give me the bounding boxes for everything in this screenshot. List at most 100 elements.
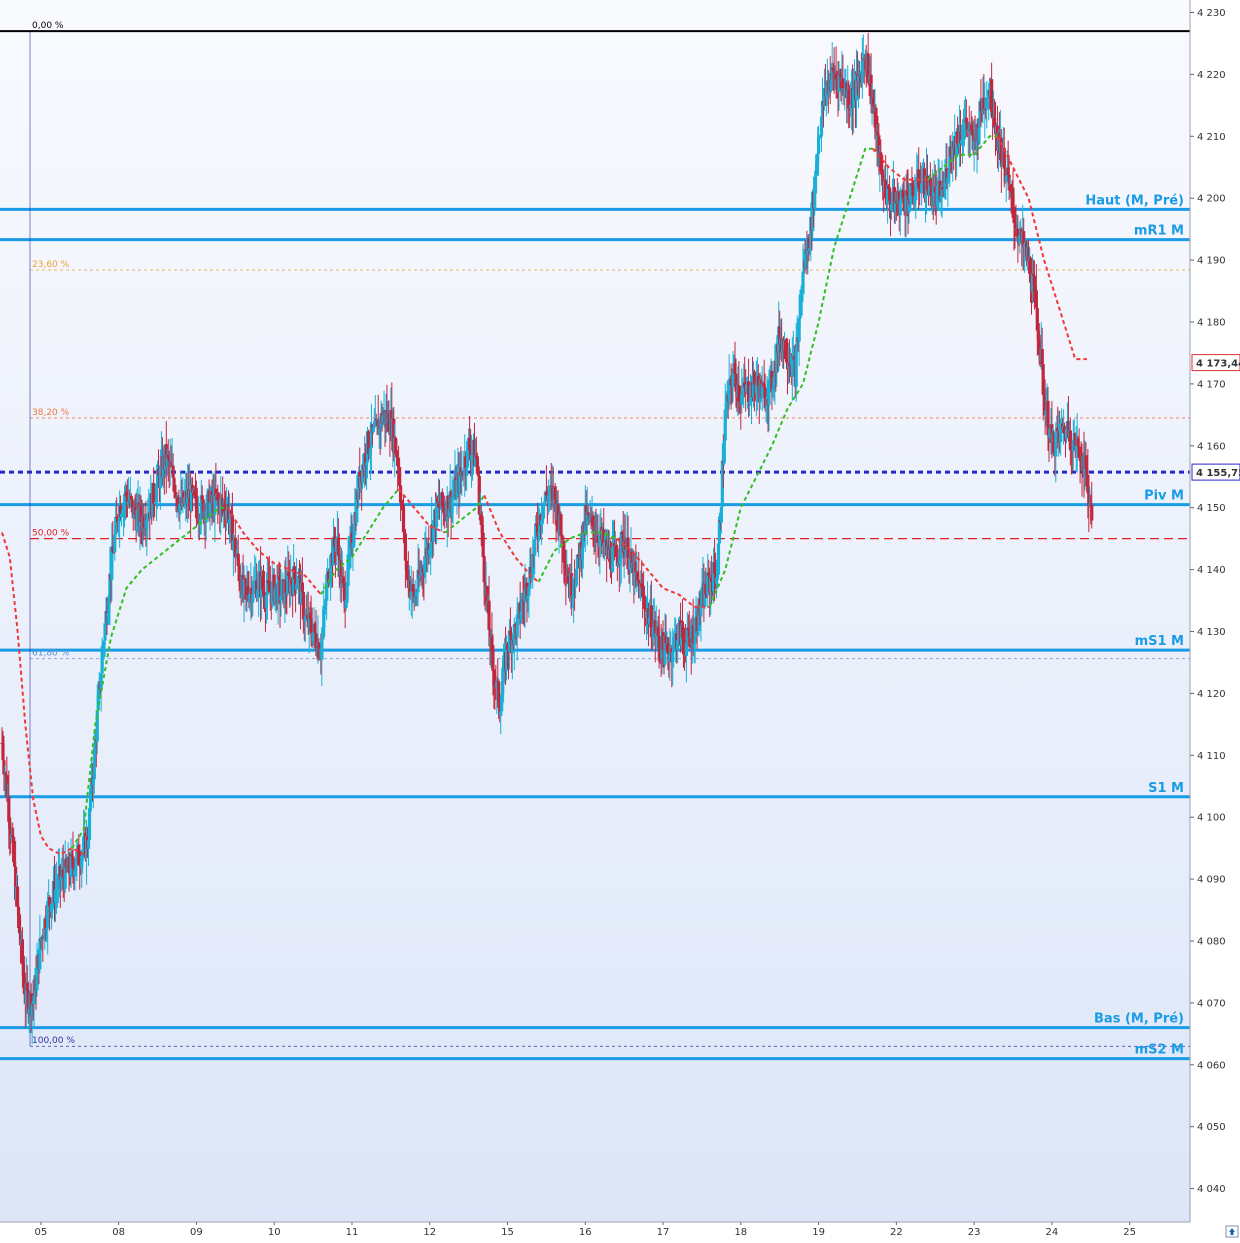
candle-body (703, 584, 707, 607)
candle-body (75, 851, 79, 866)
candle-body (740, 393, 744, 405)
pivot-level-label: Bas (M, Pré) (1094, 1012, 1184, 1027)
candle-body (521, 599, 525, 601)
candle-body (201, 499, 205, 520)
candle-body (681, 637, 686, 641)
candle-body (30, 1003, 34, 1017)
y-tick-label: 4 140 (1197, 565, 1226, 576)
candle-body (228, 510, 233, 520)
candle-body (512, 624, 516, 646)
candle-body (672, 637, 676, 652)
candle-body (416, 569, 420, 593)
candle-body (1032, 275, 1037, 286)
candle-body (914, 191, 918, 197)
candle-body (562, 540, 566, 563)
candle-body (86, 840, 91, 849)
candle-body (804, 249, 808, 268)
candle-body (615, 556, 619, 567)
candle-body (534, 523, 538, 540)
candle-body (831, 67, 835, 71)
candle-body (464, 456, 468, 469)
candle-body (1026, 247, 1031, 261)
candle-body (567, 582, 571, 584)
candle-body (933, 186, 937, 193)
moving-average-line (1, 532, 85, 856)
candle-body (64, 858, 68, 868)
candle-body (778, 326, 782, 344)
candle-body (647, 617, 652, 625)
candle-body (74, 865, 78, 870)
candle-body (374, 418, 378, 421)
candle-body (1042, 394, 1046, 398)
candle-body (99, 673, 103, 689)
candle-body (519, 611, 523, 619)
candle-body (474, 455, 478, 459)
candle-body (155, 469, 160, 485)
candle-body (447, 509, 451, 517)
candle-body (146, 518, 150, 521)
x-tick-label: 09 (190, 1227, 203, 1238)
x-tick-label: 22 (890, 1227, 903, 1238)
candle-body (300, 582, 304, 592)
candle-body (272, 574, 276, 602)
candle-body (508, 630, 513, 636)
candle-body (767, 379, 771, 405)
price-tag-box (1191, 463, 1240, 481)
candle-body (738, 401, 742, 403)
candle-body (1043, 397, 1047, 416)
candle-body (972, 139, 976, 150)
candle-body (1003, 168, 1007, 182)
candle-body (539, 520, 544, 526)
candle-body (73, 869, 77, 877)
candle-body (800, 289, 804, 291)
candle-body (731, 370, 735, 388)
candle-body (59, 876, 63, 881)
candle-body (352, 535, 356, 543)
y-tick-label: 4 150 (1197, 503, 1226, 514)
candle-body (262, 592, 267, 603)
y-tick-label: 4 100 (1197, 813, 1226, 824)
candle-body (1006, 167, 1010, 175)
candle-body (243, 578, 247, 580)
candle-body (990, 79, 994, 112)
candle-body (42, 938, 46, 941)
scroll-icon[interactable] (1225, 1225, 1239, 1238)
candle-body (737, 385, 741, 402)
candle-body (1036, 330, 1040, 341)
candle-body (342, 583, 346, 593)
candle-body (571, 595, 575, 598)
candle-body (910, 183, 914, 186)
candle-body (224, 510, 229, 520)
candle-body (35, 966, 39, 991)
candle-body (174, 492, 178, 499)
candle-body (814, 175, 818, 177)
candle-body (435, 498, 440, 504)
candle-body (205, 494, 209, 512)
candle-body (442, 508, 446, 515)
fib-level-label: 100,00 % (32, 1036, 75, 1046)
candle-body (67, 856, 71, 874)
candle-body (915, 176, 919, 192)
candle-body (734, 373, 738, 390)
candle-body (808, 247, 812, 251)
candle-body (120, 513, 125, 515)
candle-body (336, 537, 340, 555)
candle-body (18, 933, 23, 946)
candle-body (580, 547, 584, 561)
candle-body (939, 195, 943, 200)
candle-body (657, 635, 661, 648)
candle-body (983, 108, 987, 111)
candle-body (450, 497, 454, 513)
candle-body (610, 547, 615, 572)
candle-body (279, 595, 283, 601)
candle-body (244, 579, 248, 587)
candle-body (884, 179, 888, 199)
candle-body (293, 579, 298, 590)
candle-body (586, 512, 590, 515)
candle-body (927, 177, 932, 196)
candle-body (1028, 257, 1033, 283)
candle-body (325, 583, 329, 601)
candle-body (710, 577, 714, 582)
